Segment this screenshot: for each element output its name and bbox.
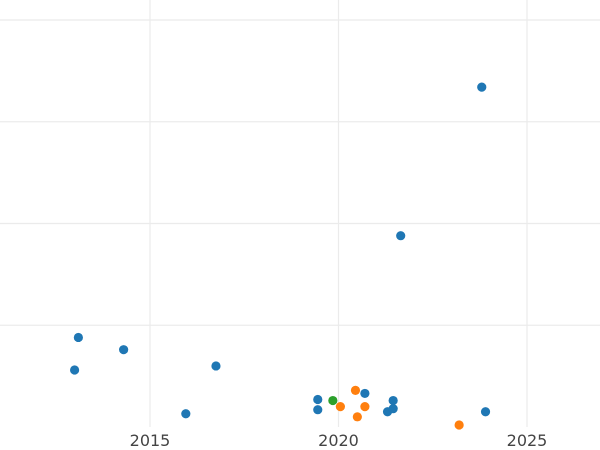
data-point-s1-1 — [350, 385, 361, 395]
data-point-s0-13 — [480, 407, 491, 417]
data-point-s1-4 — [454, 420, 464, 430]
data-point-s0-1 — [70, 365, 80, 375]
data-point-s0-12 — [477, 82, 487, 92]
x-tick-label: 2015 — [130, 431, 171, 450]
data-point-s1-3 — [360, 402, 370, 412]
x-tick-label: 2025 — [507, 431, 548, 450]
data-point-s0-4 — [211, 361, 221, 371]
data-point-s1-2 — [352, 412, 362, 422]
grid-layer — [0, 0, 600, 427]
data-point-s2-0 — [328, 395, 338, 406]
data-point-s0-0 — [73, 332, 83, 343]
data-point-s0-10 — [388, 404, 398, 414]
data-point-s1-0 — [335, 402, 345, 412]
data-point-s0-11 — [396, 231, 406, 241]
data-point-s0-9 — [388, 395, 398, 406]
x-axis-ticks: 2015 2020 2025 — [130, 431, 548, 450]
data-point-s0-5 — [313, 394, 323, 405]
data-point-s0-2 — [119, 345, 129, 355]
data-point-s0-6 — [313, 405, 323, 415]
data-point-s0-3 — [181, 409, 191, 419]
x-tick-label: 2020 — [318, 431, 359, 450]
points-layer — [70, 82, 491, 430]
data-point-s0-7 — [360, 388, 370, 399]
